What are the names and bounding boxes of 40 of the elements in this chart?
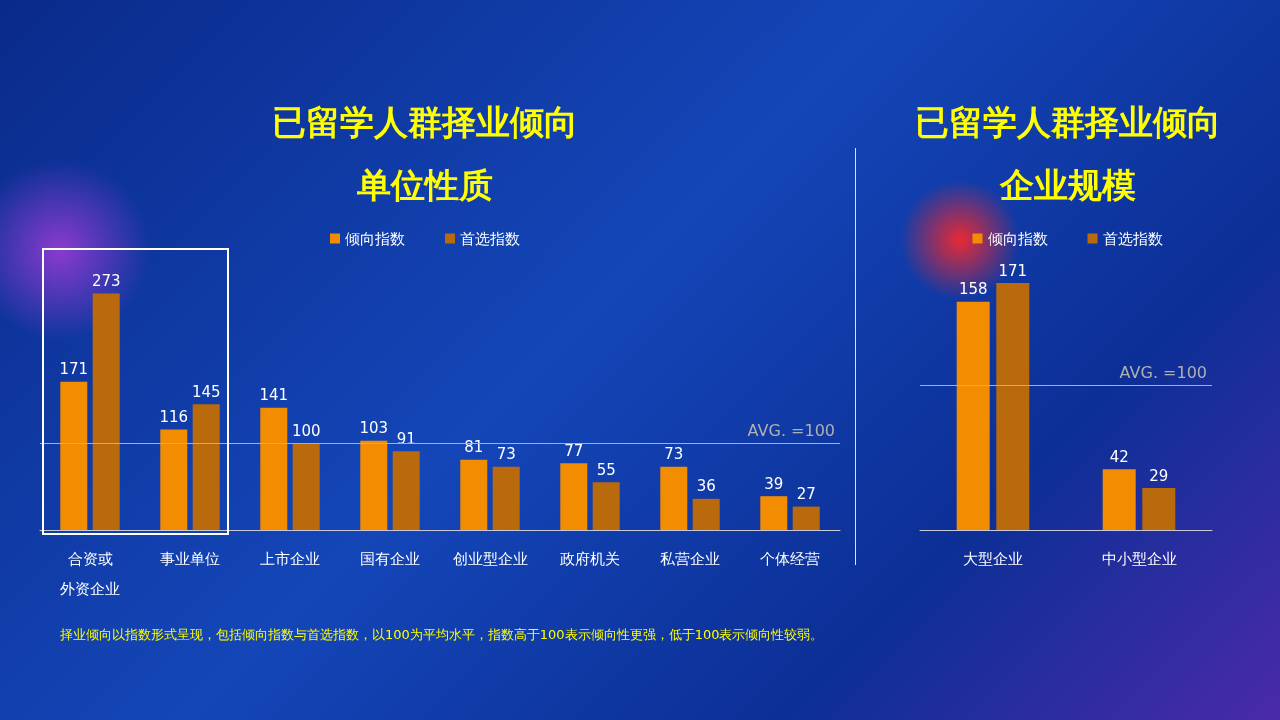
x-tick-label: 国有企业 (360, 550, 420, 568)
x-tick-label: 大型企业 (963, 550, 1023, 568)
legend-label: 首选指数 (1102, 229, 1163, 248)
ref-line-label: AVG. =100 (1119, 363, 1207, 383)
data-label: 81 (464, 438, 484, 457)
x-tick-label: 上市企业 (260, 550, 320, 568)
text: 择业倾向以指数形式呈现，包括倾向指数与首选指数，以100为平均水平，指数高于100表示倾向性更强，低于100表示倾向性较弱。 (60, 626, 824, 644)
x-tick-label: 合资或外资企业 (60, 550, 120, 598)
chart-title: 已留学人群择业倾向 (272, 102, 578, 142)
chart-subtitle: 企业规模 (998, 165, 1136, 205)
data-label: 73 (496, 445, 516, 464)
data-label: 103 (359, 419, 389, 438)
data-label: 55 (596, 460, 616, 479)
x-tick-label: 中小型企业 (1101, 550, 1177, 568)
legend-label: 倾向指数 (345, 229, 405, 248)
legend-label: 首选指数 (460, 229, 520, 248)
x-tick-label: 创业型企业 (452, 550, 528, 568)
data-label: 141 (259, 386, 289, 405)
data-label: 29 (1149, 466, 1169, 485)
data-label: 42 (1109, 447, 1129, 466)
chart-subtitle: 单位性质 (356, 165, 493, 205)
data-label: 27 (796, 485, 816, 504)
x-tick-label: 私营企业 (660, 550, 720, 568)
data-label: 77 (564, 441, 584, 460)
data-label: 36 (696, 477, 716, 496)
data-label: 39 (764, 474, 784, 493)
chart-title: 已留学人群择业倾向 (914, 102, 1221, 142)
data-label: 273 (91, 271, 121, 290)
data-label: 73 (664, 445, 684, 464)
x-tick-label: 事业单位 (160, 550, 220, 568)
data-label: 100 (291, 421, 321, 440)
ref-line-label: AVG. =100 (747, 420, 835, 440)
data-label: 158 (958, 280, 988, 299)
data-label: 171 (59, 360, 89, 379)
data-label: 116 (159, 407, 189, 426)
data-label: 145 (191, 382, 221, 401)
x-tick-label: 政府机关 (560, 550, 620, 568)
legend-label: 倾向指数 (987, 229, 1048, 248)
x-tick-label: 个体经营 (760, 550, 820, 568)
data-label: 171 (998, 261, 1028, 280)
